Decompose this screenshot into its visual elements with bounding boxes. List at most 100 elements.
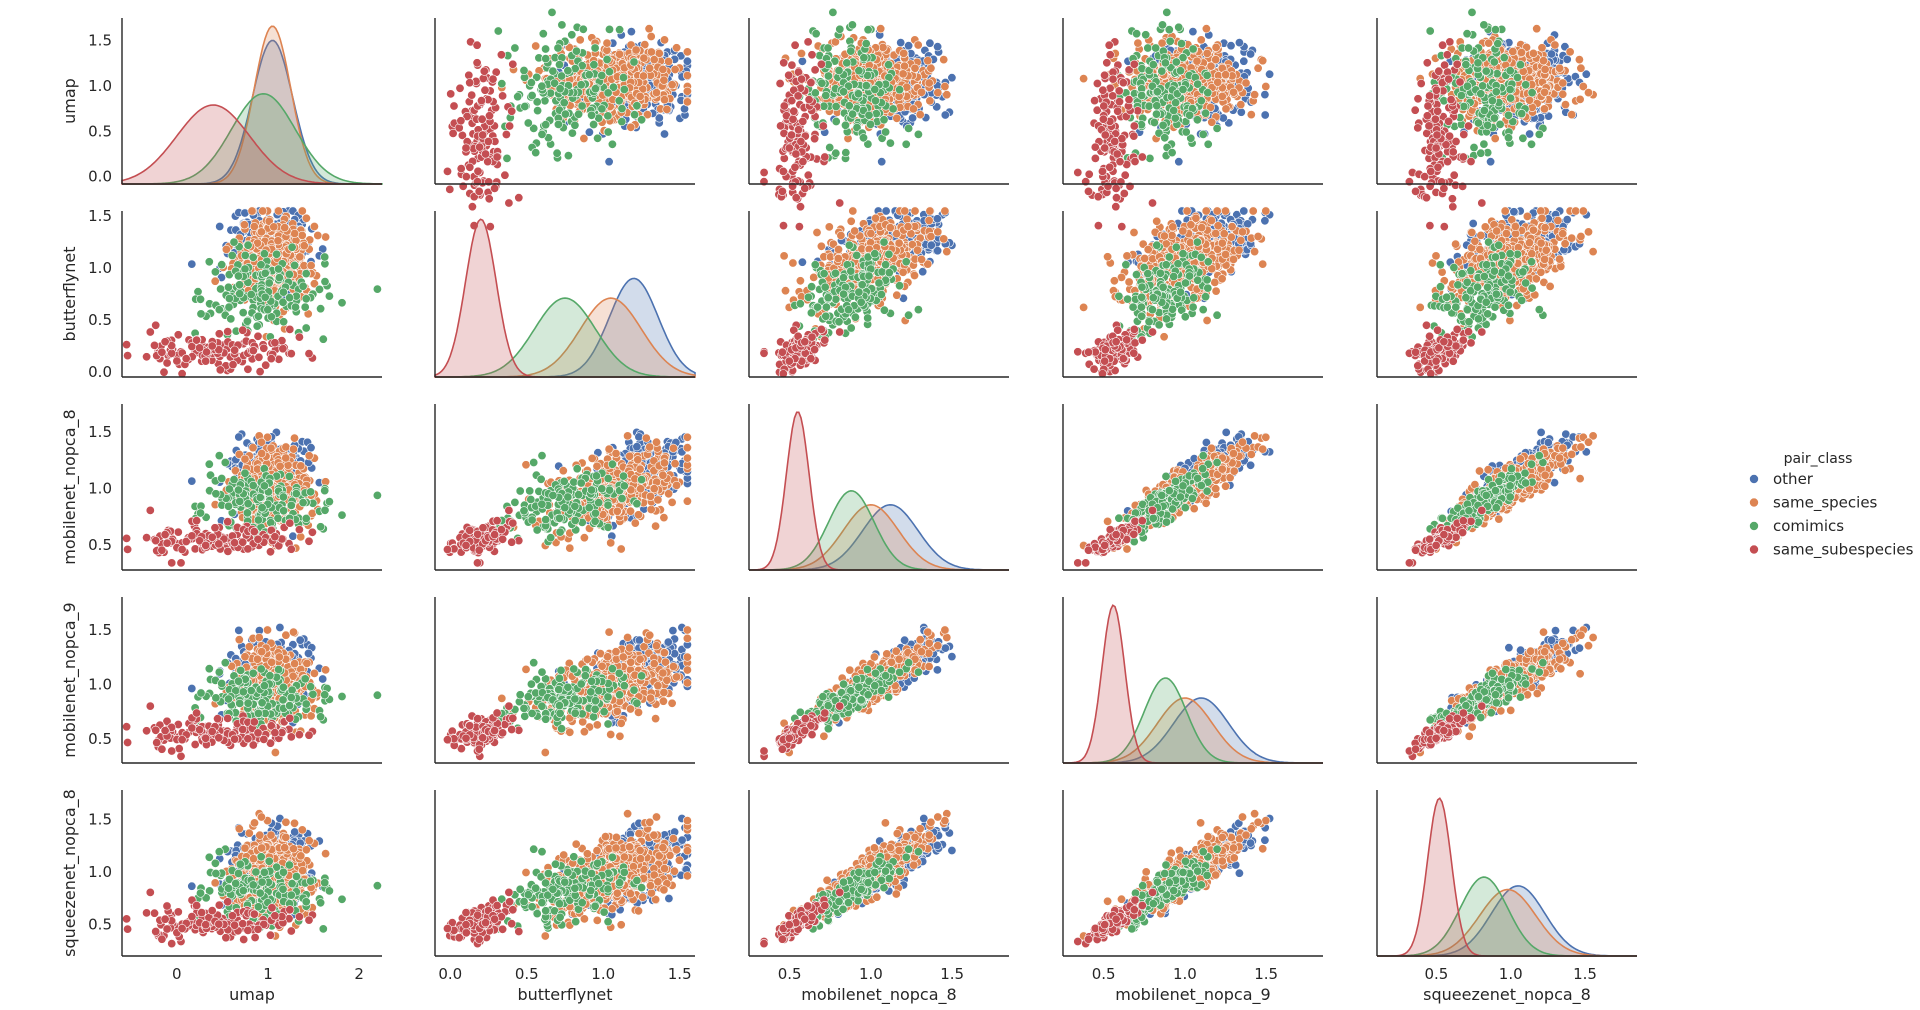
point-same_subespecies — [486, 222, 494, 230]
point-comimics — [1204, 140, 1212, 148]
point-comimics — [848, 21, 856, 29]
point-comimics — [1500, 53, 1508, 61]
point-same_species — [671, 65, 679, 73]
point-same_subespecies — [779, 167, 787, 175]
point-same_subespecies — [1453, 60, 1461, 68]
point-comimics — [1463, 30, 1471, 38]
point-comimics — [1146, 154, 1154, 162]
point-comimics — [1153, 102, 1161, 110]
point-same_species — [909, 105, 917, 113]
point-same_subespecies — [1438, 41, 1446, 49]
point-same_species — [1079, 74, 1087, 82]
point-comimics — [1482, 67, 1490, 75]
point-same_species — [911, 64, 919, 72]
point-comimics — [865, 111, 873, 119]
point-other — [1175, 158, 1183, 166]
point-comimics — [845, 102, 853, 110]
point-same_subespecies — [804, 38, 812, 46]
point-same_species — [1134, 39, 1142, 47]
point-comimics — [527, 78, 535, 86]
point-comimics — [832, 117, 840, 125]
point-same_subespecies — [1118, 222, 1126, 230]
point-comimics — [1490, 58, 1498, 66]
point-same_species — [296, 253, 304, 261]
point-same_subespecies — [1101, 131, 1109, 139]
point-same_subespecies — [1134, 107, 1142, 115]
point-same_subespecies — [1119, 79, 1127, 87]
point-same_subespecies — [1074, 168, 1082, 176]
point-same_species — [660, 36, 668, 44]
point-comimics — [548, 8, 556, 16]
point-same_subespecies — [457, 164, 465, 172]
point-comimics — [604, 89, 612, 97]
point-same_subespecies — [465, 71, 473, 79]
point-same_species — [257, 228, 265, 236]
point-same_species — [941, 82, 949, 90]
point-comimics — [1519, 134, 1527, 142]
point-other — [1235, 38, 1243, 46]
point-same_subespecies — [480, 67, 488, 75]
point-comimics — [1203, 71, 1211, 79]
point-comimics — [1176, 67, 1184, 75]
point-same_species — [1575, 55, 1583, 63]
point-same_subespecies — [799, 117, 807, 125]
point-same_subespecies — [485, 178, 493, 186]
point-same_subespecies — [1426, 221, 1434, 229]
point-same_species — [290, 229, 298, 237]
point-other — [933, 43, 941, 51]
point-same_subespecies — [1101, 144, 1109, 152]
point-same_species — [240, 221, 248, 229]
point-same_species — [1559, 90, 1567, 98]
point-same_subespecies — [808, 51, 816, 59]
point-same_subespecies — [1094, 193, 1102, 201]
point-comimics — [579, 25, 587, 33]
point-same_subespecies — [1120, 189, 1128, 197]
point-comimics — [568, 129, 576, 137]
point-comimics — [914, 130, 922, 138]
point-same_subespecies — [1427, 167, 1435, 175]
point-same_subespecies — [1443, 157, 1451, 165]
point-same_subespecies — [1432, 86, 1440, 94]
point-other — [1563, 55, 1571, 63]
point-comimics — [1177, 39, 1185, 47]
point-comimics — [871, 85, 879, 93]
point-same_species — [672, 44, 680, 52]
point-same_species — [646, 64, 654, 72]
point-same_subespecies — [790, 107, 798, 115]
point-same_species — [1533, 25, 1541, 33]
point-same_species — [281, 223, 289, 231]
point-same_species — [274, 207, 282, 215]
panel-umap-vs-mobilenet_nopca_8 — [749, 0, 1009, 231]
point-same_species — [1202, 25, 1210, 33]
point-same_subespecies — [1093, 79, 1101, 87]
point-other — [1246, 50, 1254, 58]
point-comimics — [494, 27, 502, 35]
point-same_species — [1218, 92, 1226, 100]
point-comimics — [1494, 39, 1502, 47]
point-comimics — [1201, 109, 1209, 117]
point-same_subespecies — [779, 221, 787, 229]
point-comimics — [1163, 8, 1171, 16]
point-same_species — [314, 231, 322, 239]
point-other — [926, 39, 934, 47]
point-comimics — [574, 110, 582, 118]
point-comimics — [872, 109, 880, 117]
point-comimics — [832, 149, 840, 157]
point-comimics — [503, 154, 511, 162]
point-comimics — [554, 44, 562, 52]
point-same_subespecies — [1105, 41, 1113, 49]
point-comimics — [895, 86, 903, 94]
point-same_species — [1561, 100, 1569, 108]
point-comimics — [1426, 27, 1434, 35]
point-same_subespecies — [447, 90, 455, 98]
panel-butterflynet-vs-umap — [122, 207, 382, 378]
point-comimics — [860, 54, 868, 62]
point-same_species — [1566, 48, 1574, 56]
point-comimics — [1488, 97, 1496, 105]
point-same_subespecies — [1112, 184, 1120, 192]
point-same_subespecies — [1425, 92, 1433, 100]
point-same_subespecies — [1444, 117, 1452, 125]
point-same_species — [683, 48, 691, 56]
point-same_species — [1540, 105, 1548, 113]
